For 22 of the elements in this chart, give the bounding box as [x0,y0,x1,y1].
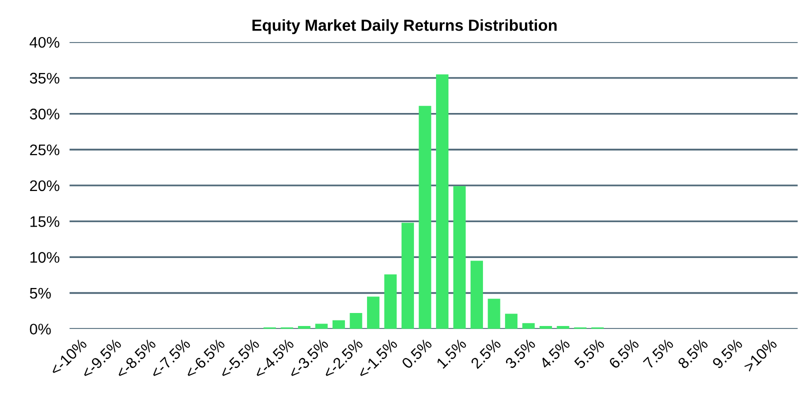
bar [453,186,466,329]
y-tick-label: 0% [30,324,51,335]
y-tick-label: 20% [30,180,60,192]
bar [488,298,500,329]
bar [384,274,397,329]
y-tick-label: 15% [30,216,60,227]
bar [332,320,345,329]
bar [505,314,518,329]
bar [436,74,448,329]
y-tick-label: 30% [30,108,60,120]
bar [367,296,380,329]
y-tick-label: 25% [30,144,60,156]
y-tick-label: 35% [30,72,60,84]
y-tick-label: 40% [30,36,60,48]
y-tick-label: 5% [30,288,51,299]
bar [402,222,414,329]
y-tick-label: 10% [30,252,60,263]
bar [418,106,432,329]
bar [522,323,535,329]
bar [470,260,483,329]
bar [350,313,362,329]
chart-title: Equity Market Daily Returns Distribution [252,19,557,34]
